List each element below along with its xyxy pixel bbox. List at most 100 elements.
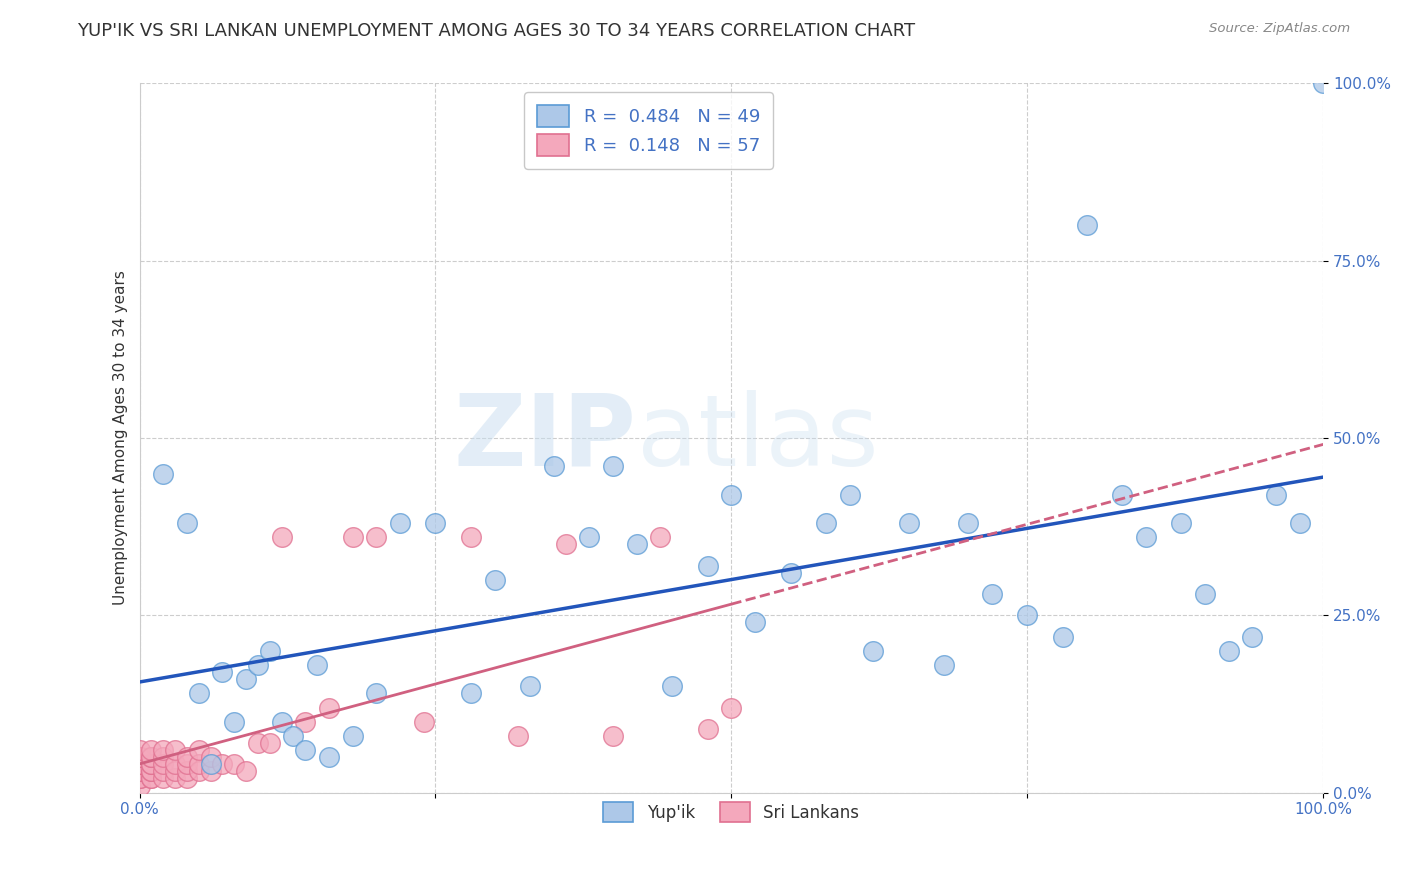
Point bbox=[224, 757, 246, 772]
Point bbox=[307, 658, 329, 673]
Point bbox=[460, 530, 482, 544]
Point bbox=[176, 750, 198, 764]
Point bbox=[128, 764, 150, 779]
Point bbox=[1194, 587, 1216, 601]
Point bbox=[128, 750, 150, 764]
Point bbox=[1111, 488, 1133, 502]
Point bbox=[163, 764, 186, 779]
Point bbox=[862, 644, 884, 658]
Point bbox=[425, 516, 447, 530]
Point bbox=[141, 750, 163, 764]
Point bbox=[543, 459, 565, 474]
Point bbox=[720, 488, 742, 502]
Y-axis label: Unemployment Among Ages 30 to 34 years: Unemployment Among Ages 30 to 34 years bbox=[114, 270, 128, 606]
Point bbox=[283, 729, 305, 743]
Point bbox=[957, 516, 980, 530]
Text: YUP'IK VS SRI LANKAN UNEMPLOYMENT AMONG AGES 30 TO 34 YEARS CORRELATION CHART: YUP'IK VS SRI LANKAN UNEMPLOYMENT AMONG … bbox=[77, 22, 915, 40]
Legend: Yup'ik, Sri Lankans: Yup'ik, Sri Lankans bbox=[592, 790, 872, 834]
Text: ZIP: ZIP bbox=[454, 390, 637, 486]
Point bbox=[744, 615, 766, 630]
Point bbox=[460, 686, 482, 700]
Point bbox=[141, 764, 163, 779]
Point bbox=[779, 566, 801, 580]
Point bbox=[412, 714, 434, 729]
Point bbox=[128, 764, 150, 779]
Point bbox=[980, 587, 1002, 601]
Point bbox=[187, 743, 209, 757]
Point bbox=[1076, 219, 1098, 233]
Point bbox=[1135, 530, 1157, 544]
Point bbox=[259, 736, 281, 750]
Point bbox=[200, 750, 222, 764]
Point bbox=[838, 488, 860, 502]
Point bbox=[163, 743, 186, 757]
Point bbox=[1170, 516, 1192, 530]
Point bbox=[128, 772, 150, 786]
Point bbox=[152, 750, 174, 764]
Point bbox=[224, 714, 246, 729]
Point bbox=[720, 700, 742, 714]
Point bbox=[270, 530, 292, 544]
Point bbox=[366, 686, 388, 700]
Point bbox=[602, 459, 624, 474]
Point bbox=[696, 558, 718, 573]
Point bbox=[176, 764, 198, 779]
Point bbox=[1218, 644, 1240, 658]
Point bbox=[141, 757, 163, 772]
Point bbox=[141, 772, 163, 786]
Point bbox=[163, 772, 186, 786]
Point bbox=[128, 750, 150, 764]
Point bbox=[128, 779, 150, 793]
Point bbox=[152, 757, 174, 772]
Point bbox=[176, 516, 198, 530]
Point bbox=[626, 537, 648, 551]
Point bbox=[508, 729, 530, 743]
Point bbox=[187, 764, 209, 779]
Point bbox=[246, 658, 269, 673]
Point bbox=[318, 750, 340, 764]
Point bbox=[650, 530, 672, 544]
Point bbox=[211, 757, 233, 772]
Point bbox=[141, 772, 163, 786]
Point bbox=[211, 665, 233, 679]
Point bbox=[294, 714, 316, 729]
Point bbox=[128, 757, 150, 772]
Point bbox=[554, 537, 576, 551]
Point bbox=[815, 516, 838, 530]
Point bbox=[187, 757, 209, 772]
Point bbox=[152, 772, 174, 786]
Point bbox=[176, 757, 198, 772]
Point bbox=[235, 672, 257, 686]
Point bbox=[141, 743, 163, 757]
Point bbox=[128, 743, 150, 757]
Point bbox=[200, 764, 222, 779]
Point bbox=[897, 516, 920, 530]
Point bbox=[1241, 630, 1264, 644]
Point bbox=[318, 700, 340, 714]
Text: Source: ZipAtlas.com: Source: ZipAtlas.com bbox=[1209, 22, 1350, 36]
Point bbox=[342, 530, 364, 544]
Point bbox=[259, 644, 281, 658]
Point bbox=[1264, 488, 1286, 502]
Point bbox=[141, 757, 163, 772]
Point bbox=[152, 467, 174, 481]
Point bbox=[602, 729, 624, 743]
Point bbox=[128, 757, 150, 772]
Point bbox=[141, 750, 163, 764]
Point bbox=[294, 743, 316, 757]
Point bbox=[519, 679, 541, 693]
Point bbox=[176, 772, 198, 786]
Text: atlas: atlas bbox=[637, 390, 879, 486]
Point bbox=[1312, 77, 1334, 91]
Point bbox=[187, 686, 209, 700]
Point bbox=[484, 573, 506, 587]
Point bbox=[366, 530, 388, 544]
Point bbox=[388, 516, 411, 530]
Point bbox=[128, 757, 150, 772]
Point bbox=[578, 530, 600, 544]
Point bbox=[1052, 630, 1074, 644]
Point bbox=[152, 743, 174, 757]
Point bbox=[270, 714, 292, 729]
Point bbox=[128, 772, 150, 786]
Point bbox=[235, 764, 257, 779]
